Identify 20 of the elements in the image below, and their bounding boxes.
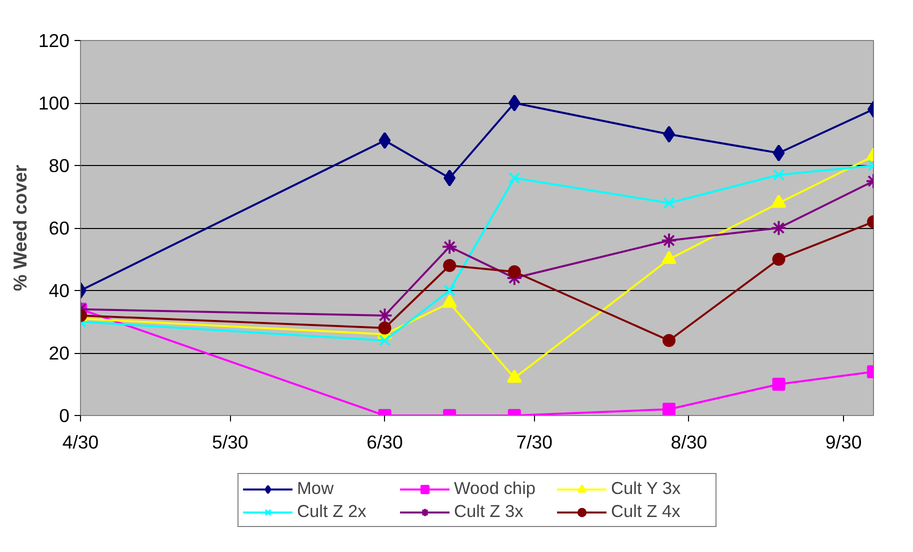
y-axis-title: % Weed cover <box>9 164 30 292</box>
x-tick-label: 8/30 <box>670 432 708 452</box>
legend-label: Cult Z 4x <box>611 501 682 522</box>
y-tick-label: 120 <box>38 30 70 51</box>
x-tick-label: 5/30 <box>212 432 248 452</box>
legend-label: Mow <box>297 478 335 499</box>
y-tick-label: 0 <box>59 405 70 426</box>
y-tick-label: 80 <box>48 155 70 176</box>
y-tick-label: 40 <box>48 280 70 301</box>
legend-label: Cult Y 3x <box>611 478 682 499</box>
x-tick-label: 9/30 <box>825 432 862 452</box>
y-tick-label: 60 <box>48 218 70 238</box>
x-tick-label: 4/30 <box>62 432 99 452</box>
x-tick-label: 7/30 <box>516 432 553 452</box>
x-tick-label: 6/30 <box>366 432 403 452</box>
legend-label: Wood chip <box>454 478 537 499</box>
y-tick-label: 100 <box>38 92 70 114</box>
y-tick-label: 20 <box>48 342 70 364</box>
legend-label: Cult Z 3x <box>454 501 524 522</box>
legend-label: Cult Z 2x <box>297 501 368 522</box>
